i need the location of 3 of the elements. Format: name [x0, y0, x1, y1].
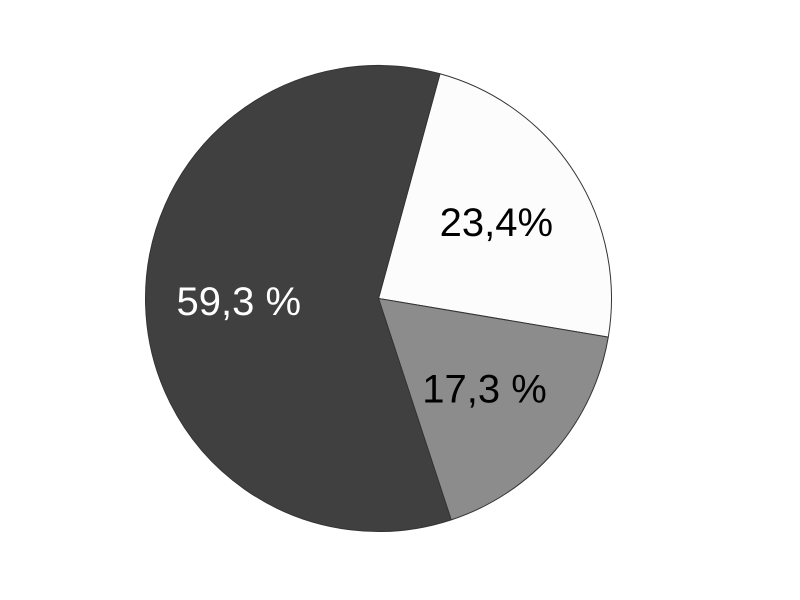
data-label: 17,3 %: [422, 368, 547, 412]
data-label: 23,4%: [440, 201, 554, 246]
data-label: 59,3 %: [176, 280, 302, 324]
